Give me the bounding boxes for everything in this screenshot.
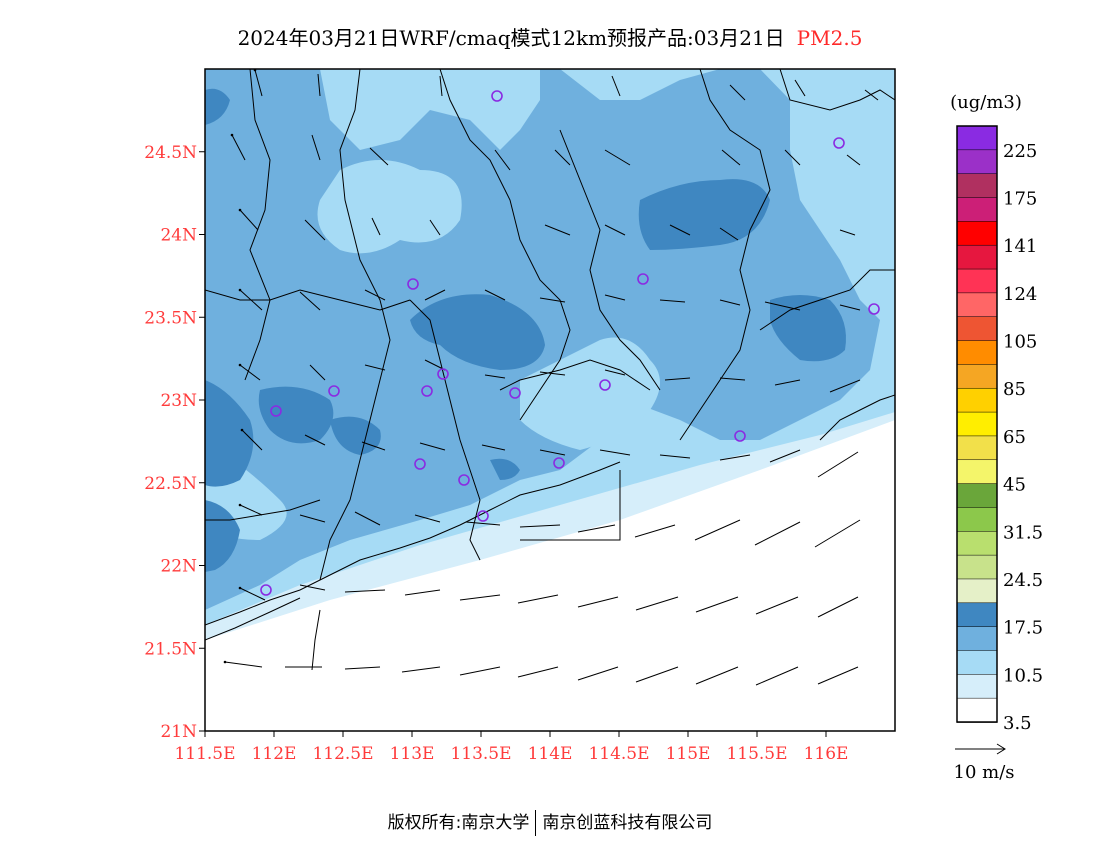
colorbar-label: 175	[1003, 189, 1037, 210]
wind-legend: 10 m/s	[954, 743, 1015, 783]
colorbar-bin	[956, 292, 998, 318]
station-markers	[260, 90, 880, 596]
lon-tick-label: 115E	[666, 744, 711, 764]
colorbar-bin	[956, 554, 998, 580]
concentration-field	[205, 69, 895, 731]
colorbar-bin	[956, 602, 998, 628]
footer-separator	[535, 810, 537, 836]
lon-tick-label: 112.5E	[312, 744, 373, 764]
lat-tick-label: 21N	[160, 722, 197, 742]
colorbar-bin	[956, 459, 998, 485]
lat-tick-label: 22N	[160, 557, 197, 577]
colorbar-label: 85	[1003, 379, 1026, 400]
lat-tick-label: 24N	[160, 226, 197, 246]
colorbar-bin	[956, 483, 998, 509]
colorbar-bin	[956, 244, 998, 270]
colorbar-bin	[956, 364, 998, 389]
colorbar-bin	[956, 173, 998, 199]
map-title: 2024年03月21日WRF/cmaq模式12km预报产品:03月21日 PM2.…	[0, 22, 1100, 51]
colorbar-label: 31.5	[1003, 522, 1043, 543]
lon-axis: 111.5E 112E 112.5E 113E 113.5E 114E 114.5E 115E…	[174, 731, 848, 764]
wind-legend-label: 10 m/s	[954, 762, 1015, 783]
colorbar-bin	[956, 578, 998, 604]
colorbar: (ug/m3) 225 175 141 124 105 85 65 45 31.5 24.5 17.…	[950, 92, 1043, 734]
colorbar-label: 124	[1003, 284, 1037, 305]
copyright-footer: 版权所有:南京大学 南京创蓝科技有限公司	[0, 808, 1100, 836]
colorbar-label: 10.5	[1003, 665, 1043, 686]
lon-tick-label: 115.5E	[726, 744, 787, 764]
colorbar-label: 45	[1003, 475, 1026, 496]
colorbar-label: 141	[1003, 236, 1037, 257]
colorbar-bin	[956, 650, 998, 676]
colorbar-bin	[956, 221, 998, 246]
lon-tick-label: 112E	[252, 744, 297, 764]
colorbar-bin	[956, 149, 998, 175]
colorbar-bin	[956, 435, 998, 461]
colorbar-bin	[956, 697, 998, 723]
boundary-lines	[205, 69, 895, 671]
title-main: 2024年03月21日WRF/cmaq模式12km预报产品:03月21日	[237, 26, 785, 50]
lat-tick-label: 23N	[160, 391, 197, 411]
colorbar-bin	[956, 197, 998, 223]
colorbar-label: 24.5	[1003, 570, 1043, 591]
footer-left: 版权所有:南京大学	[387, 813, 530, 833]
lon-tick-label: 114E	[528, 744, 573, 764]
colorbar-bin	[956, 340, 998, 366]
colorbar-label: 105	[1003, 332, 1037, 353]
colorbar-bin	[956, 411, 998, 437]
colorbar-label: 225	[1003, 141, 1037, 162]
colorbar-bin	[956, 507, 998, 533]
colorbar-unit: (ug/m3)	[950, 92, 1022, 113]
lat-tick-label: 22.5N	[144, 474, 197, 494]
lon-tick-label: 116E	[804, 744, 849, 764]
lon-tick-label: 114.5E	[588, 744, 649, 764]
lon-tick-label: 113E	[390, 744, 435, 764]
colorbar-bin	[956, 531, 998, 556]
wind-arrowheads	[223, 69, 257, 664]
title-species: PM2.5	[796, 26, 863, 50]
lon-tick-label: 113.5E	[450, 744, 511, 764]
wind-vectors	[224, 69, 879, 686]
colorbar-bin	[956, 674, 998, 699]
colorbar-label: 17.5	[1003, 618, 1043, 639]
colorbar-bin	[956, 387, 998, 413]
lat-axis: 24.5N 24N 23.5N 23N 22.5N 22N 21.5N 21N	[144, 143, 205, 742]
colorbar-label: 3.5	[1003, 713, 1032, 734]
lat-tick-label: 24.5N	[144, 143, 197, 163]
colorbar-bin	[956, 316, 998, 342]
colorbar-bin	[956, 626, 998, 652]
lat-tick-label: 21.5N	[144, 639, 197, 659]
lon-tick-label: 111.5E	[174, 744, 235, 764]
colorbar-bin	[956, 125, 998, 151]
colorbar-bin	[956, 268, 998, 294]
footer-right: 南京创蓝科技有限公司	[542, 813, 713, 833]
lat-tick-label: 23.5N	[144, 308, 197, 328]
colorbar-label: 65	[1003, 427, 1026, 448]
